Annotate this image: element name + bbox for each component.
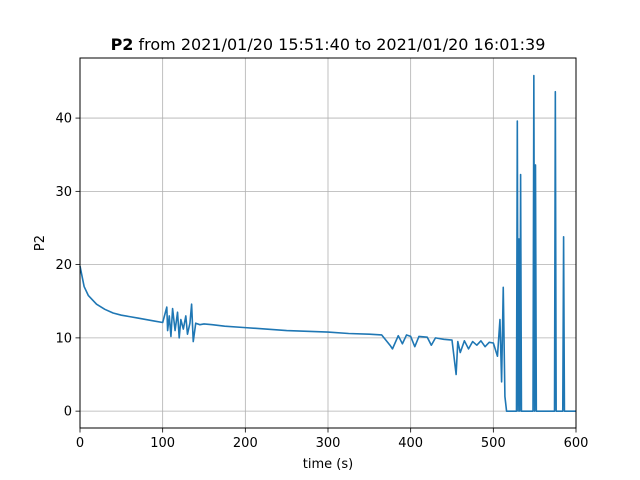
x-tick-label-1: 100 [150,436,175,451]
x-tick-label-3: 300 [316,436,341,451]
chart-title: P2 from 2021/01/20 15:51:40 to 2021/01/2… [111,35,546,54]
y-tick-label-3: 30 [55,185,72,200]
series-layer [79,74,576,412]
x-tick-label-4: 400 [398,436,423,451]
y-tick-label-2: 20 [55,258,72,273]
x-tick-label-2: 200 [233,436,258,451]
y-tick-label-4: 40 [55,112,72,127]
y-tick-label-1: 10 [55,331,72,346]
grid [79,58,577,428]
x-tick-label-5: 500 [481,436,506,451]
y-tick-label-0: 0 [64,405,72,420]
ticks: 0 100 200 300 400 500 600 0 10 20 30 40 [55,112,588,451]
x-tick-label-0: 0 [76,436,84,451]
series-line-0 [79,74,576,412]
chart-title-rest: from 2021/01/20 15:51:40 to 2021/01/20 1… [133,35,545,54]
y-axis-label: P2 [33,235,48,251]
x-tick-label-6: 600 [564,436,589,451]
x-axis-label: time (s) [303,457,353,472]
chart-title-bold: P2 [111,35,134,54]
